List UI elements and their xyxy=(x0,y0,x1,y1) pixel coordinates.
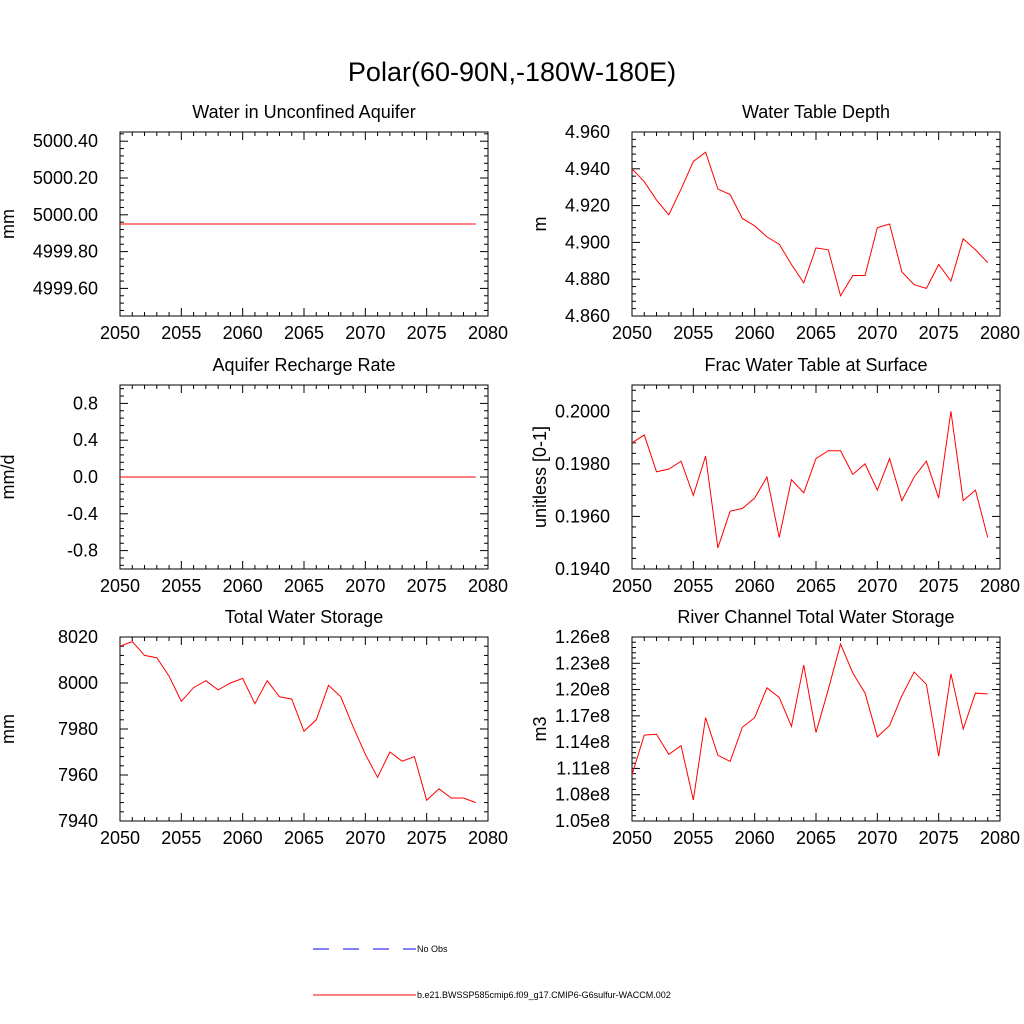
x-tick-label: 2070 xyxy=(857,828,897,848)
y-tick-label: 4999.80 xyxy=(33,242,98,262)
y-tick-label: 1.08e8 xyxy=(555,785,610,805)
x-tick-label: 2060 xyxy=(735,828,775,848)
y-tick-label: 5000.20 xyxy=(33,168,98,188)
y-tick-label: 5000.00 xyxy=(33,205,98,225)
y-tick-label: 7960 xyxy=(58,765,98,785)
y-axis-label-3: unitless [0-1] xyxy=(530,426,550,528)
x-tick-label: 2075 xyxy=(407,828,447,848)
x-tick-label: 2065 xyxy=(796,576,836,596)
y-axis-label-2: mm/d xyxy=(0,455,18,500)
x-tick-label: 2055 xyxy=(161,576,201,596)
x-tick-label: 2055 xyxy=(673,828,713,848)
x-tick-label: 2070 xyxy=(345,828,385,848)
y-tick-label: 7940 xyxy=(58,811,98,831)
x-tick-label: 2065 xyxy=(796,828,836,848)
x-tick-label: 2050 xyxy=(100,828,140,848)
x-tick-label: 2080 xyxy=(980,576,1020,596)
plot-title-3: Frac Water Table at Surface xyxy=(704,355,927,375)
x-tick-label: 2060 xyxy=(735,576,775,596)
plot-title-4: Total Water Storage xyxy=(225,607,383,627)
y-tick-label: 0.1940 xyxy=(555,559,610,579)
y-tick-label: 0.1960 xyxy=(555,506,610,526)
y-tick-label: -0.4 xyxy=(67,504,98,524)
legend-label-no-obs: No Obs xyxy=(417,944,448,954)
x-tick-label: 2060 xyxy=(223,576,263,596)
x-tick-label: 2075 xyxy=(407,576,447,596)
y-axis-label-0: mm xyxy=(0,209,18,239)
x-tick-label: 2055 xyxy=(673,323,713,343)
x-tick-label: 2075 xyxy=(919,323,959,343)
x-tick-label: 2065 xyxy=(796,323,836,343)
y-tick-label: 4.940 xyxy=(565,159,610,179)
x-tick-label: 2065 xyxy=(284,828,324,848)
y-tick-label: -0.8 xyxy=(67,541,98,561)
y-tick-label: 4.900 xyxy=(565,232,610,252)
x-tick-label: 2080 xyxy=(468,323,508,343)
x-tick-label: 2080 xyxy=(468,576,508,596)
plot-title-5: River Channel Total Water Storage xyxy=(677,607,954,627)
x-tick-label: 2050 xyxy=(612,576,652,596)
x-tick-label: 2070 xyxy=(345,323,385,343)
series-line-4-0 xyxy=(119,641,476,804)
plot-frame-1 xyxy=(631,131,1001,317)
series-line-3-0 xyxy=(631,411,989,549)
y-axis-label-5: m3 xyxy=(530,716,550,741)
x-tick-label: 2055 xyxy=(673,576,713,596)
y-tick-label: 8020 xyxy=(58,627,98,647)
series-line-1-0 xyxy=(631,151,989,298)
x-tick-label: 2065 xyxy=(284,323,324,343)
x-tick-label: 2050 xyxy=(612,828,652,848)
y-tick-label: 1.11e8 xyxy=(556,758,610,778)
x-tick-label: 2080 xyxy=(980,828,1020,848)
y-tick-label: 0.8 xyxy=(73,393,98,413)
y-tick-label: 4999.60 xyxy=(33,278,98,298)
x-tick-label: 2070 xyxy=(345,576,385,596)
y-tick-label: 4.920 xyxy=(565,196,610,216)
x-tick-label: 2060 xyxy=(735,323,775,343)
y-tick-label: 0.2000 xyxy=(555,401,610,421)
y-tick-label: 0.4 xyxy=(73,430,98,450)
x-tick-label: 2050 xyxy=(612,323,652,343)
x-tick-label: 2055 xyxy=(161,828,201,848)
y-tick-label: 1.26e8 xyxy=(555,627,610,647)
x-tick-label: 2075 xyxy=(407,323,447,343)
x-tick-label: 2075 xyxy=(919,576,959,596)
x-tick-label: 2070 xyxy=(857,323,897,343)
plot-title-0: Water in Unconfined Aquifer xyxy=(192,102,415,122)
plot-title-2: Aquifer Recharge Rate xyxy=(212,355,395,375)
x-tick-label: 2065 xyxy=(284,576,324,596)
y-tick-label: 1.23e8 xyxy=(555,653,610,673)
x-tick-label: 2050 xyxy=(100,323,140,343)
y-tick-label: 4.960 xyxy=(565,122,610,142)
x-tick-label: 2060 xyxy=(223,323,263,343)
plot-frame-4 xyxy=(119,636,489,822)
x-tick-label: 2070 xyxy=(857,576,897,596)
x-tick-label: 2060 xyxy=(223,828,263,848)
page-title: Polar(60-90N,-180W-180E) xyxy=(347,57,677,87)
y-tick-label: 1.20e8 xyxy=(555,680,610,700)
y-axis-label-1: m xyxy=(530,217,550,232)
x-tick-label: 2080 xyxy=(468,828,508,848)
x-tick-label: 2080 xyxy=(980,323,1020,343)
y-tick-label: 1.17e8 xyxy=(555,706,610,726)
y-tick-label: 4.880 xyxy=(565,269,610,289)
y-tick-label: 1.14e8 xyxy=(555,732,610,752)
series-line-5-0 xyxy=(631,642,988,801)
y-tick-label: 5000.40 xyxy=(33,131,98,151)
y-tick-label: 0.1980 xyxy=(555,454,610,474)
x-tick-label: 2050 xyxy=(100,576,140,596)
y-tick-label: 8000 xyxy=(58,673,98,693)
x-tick-label: 2055 xyxy=(161,323,201,343)
y-tick-label: 4.860 xyxy=(565,306,610,326)
y-tick-label: 1.05e8 xyxy=(555,811,610,831)
legend-label-model: b.e21.BWSSP585cmip6.f09_g17.CMIP6-G6sulf… xyxy=(417,990,671,1000)
x-tick-label: 2075 xyxy=(919,828,959,848)
y-axis-label-4: mm xyxy=(0,714,18,744)
y-tick-label: 0.0 xyxy=(73,467,98,487)
plot-frame-5 xyxy=(631,636,1001,822)
y-tick-label: 7980 xyxy=(58,719,98,739)
plot-title-1: Water Table Depth xyxy=(742,102,890,122)
